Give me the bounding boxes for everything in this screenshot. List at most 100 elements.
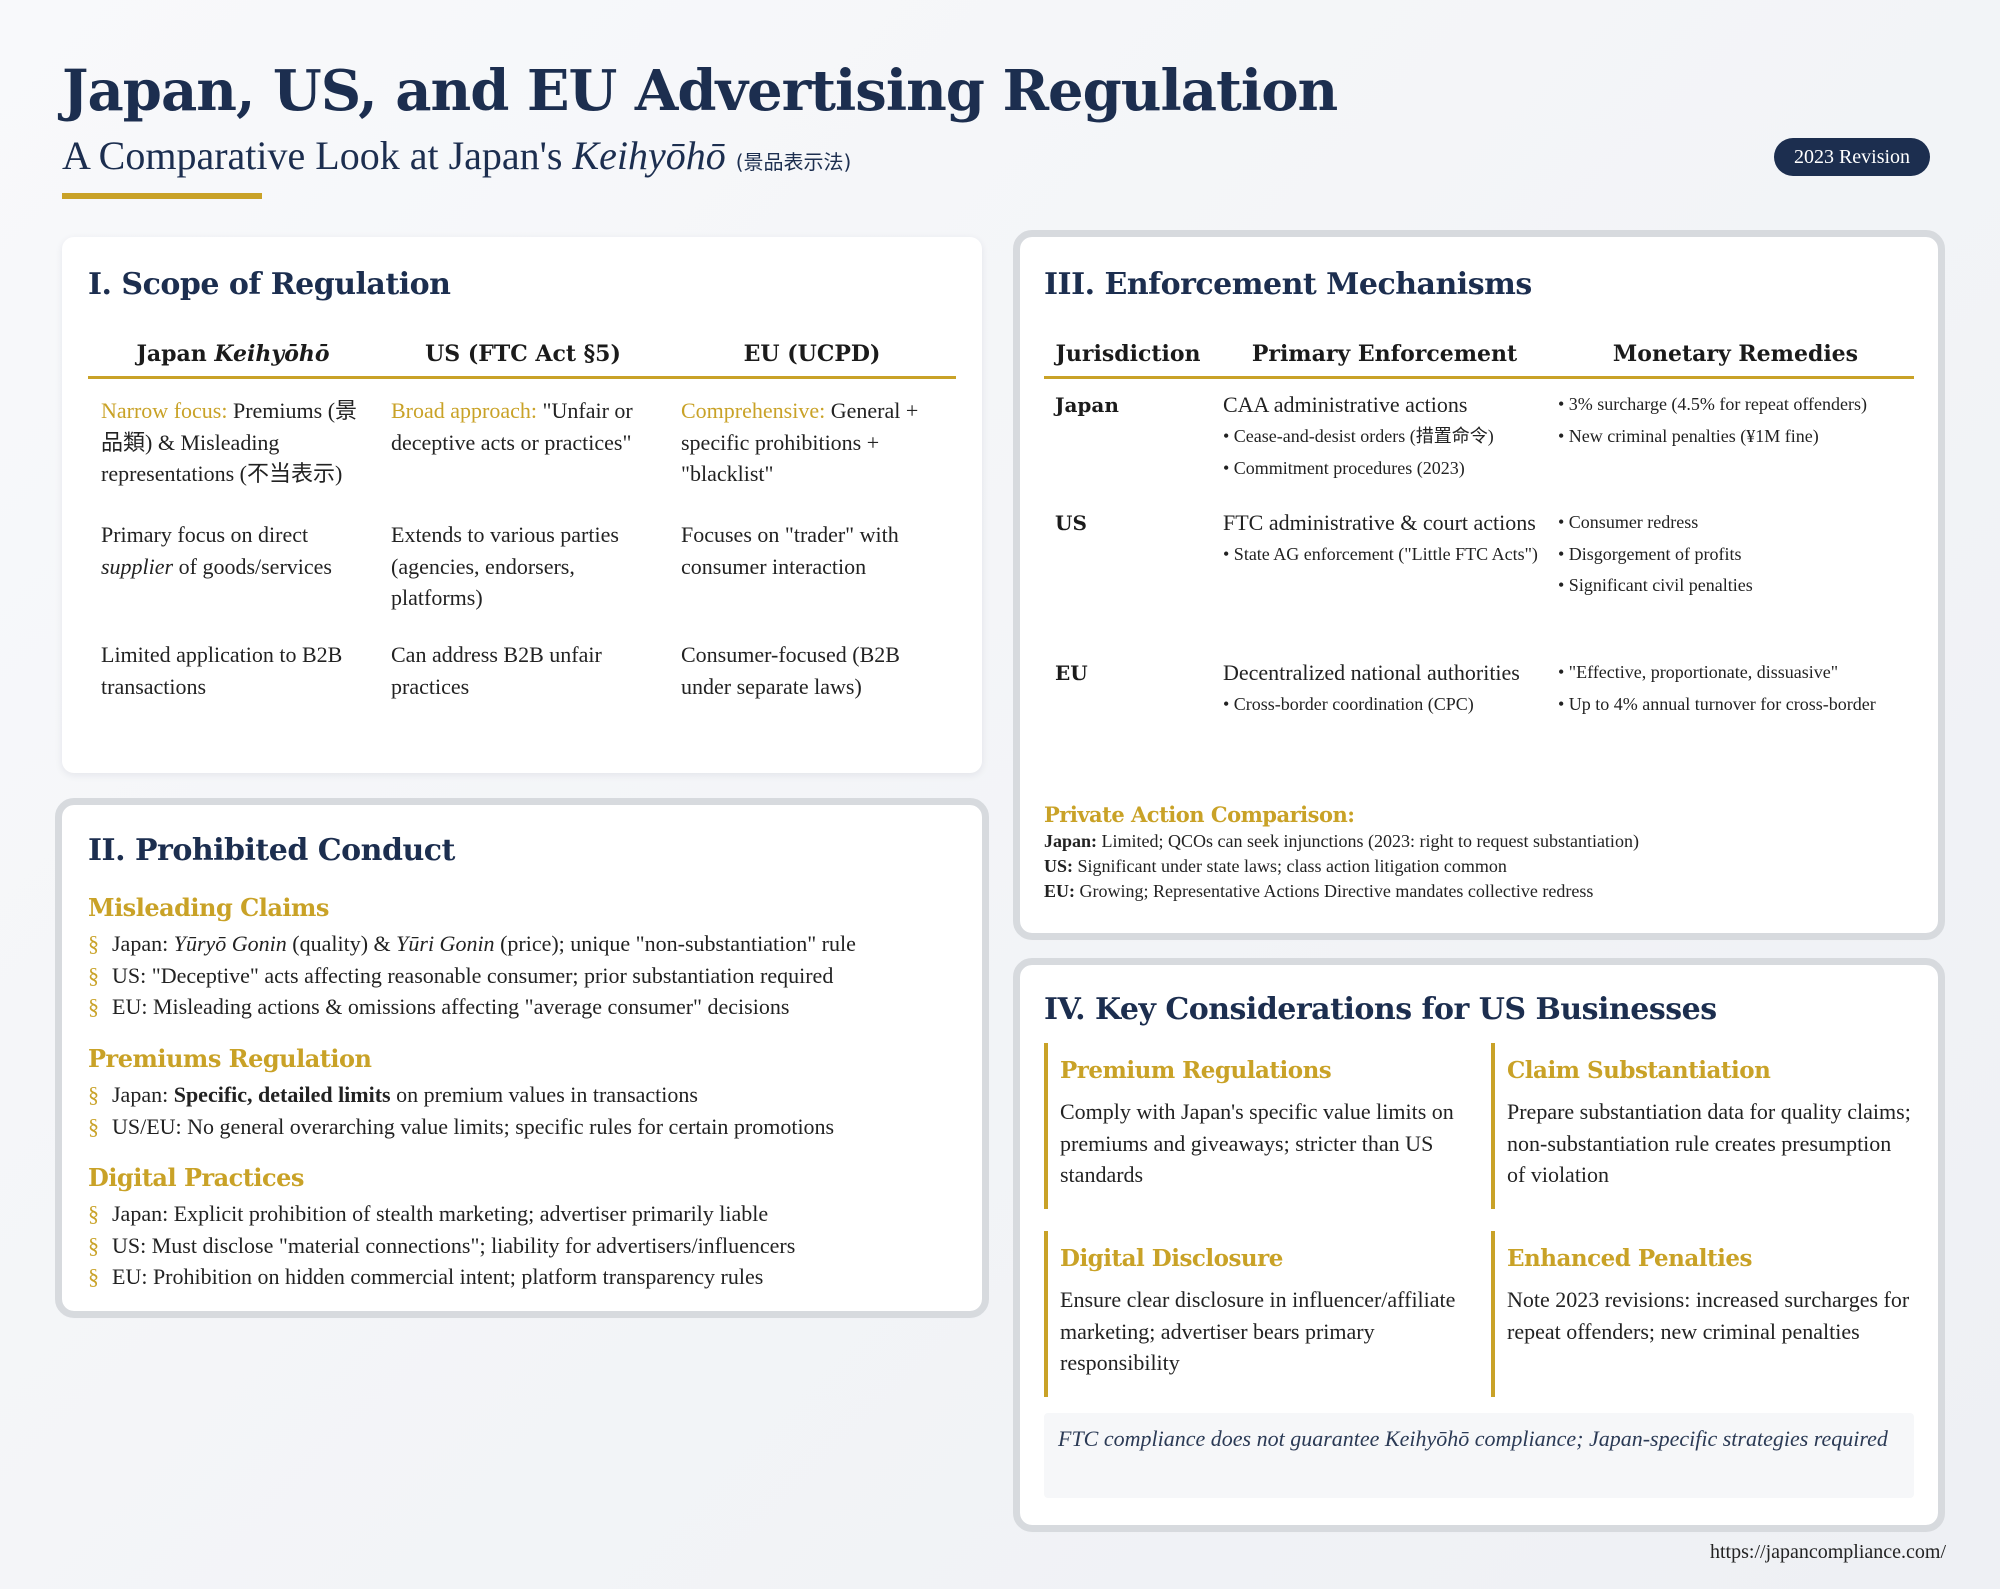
box-text: Prepare substantiation data for quality … — [1507, 1099, 1911, 1187]
misleading-section: Misleading Claims § Japan: Yūryō Gonin (q… — [88, 893, 856, 1023]
cell-lead: Narrow focus: — [101, 398, 228, 423]
monetary-item: • Disgorgement of profits — [1558, 543, 1742, 564]
label: Japan: — [1044, 831, 1098, 851]
primary-cell: FTC administrative & court actions • Sta… — [1212, 507, 1557, 657]
col-japan: Japan Keihyōhō — [88, 329, 378, 379]
table-row: Limited application to B2B transactions … — [88, 639, 956, 739]
cell-text: "Unfair or deceptive acts or practices" — [391, 398, 633, 455]
enforcement-table: Jurisdiction Primary Enforcement Monetar… — [1044, 329, 1914, 797]
col-japan-term: Keihyōhō — [214, 341, 330, 367]
item-text: US/EU: No general overarching value limi… — [112, 1113, 835, 1139]
item-italic: Yūryō Gonin — [173, 931, 287, 956]
private-action-japan: Japan: Limited; QCOs can seek injunction… — [1044, 829, 1639, 854]
revision-badge: 2023 Revision — [1774, 138, 1930, 176]
primary-subitem: • Commitment procedures (2023) — [1223, 457, 1465, 478]
col-jurisdiction: Jurisdiction — [1055, 341, 1201, 367]
section-title: Misleading Claims — [88, 893, 329, 922]
col-primary: Primary Enforcement — [1251, 341, 1518, 367]
primary-text: FTC administrative & court actions — [1223, 510, 1536, 535]
table-row: EU Decentralized national authorities • … — [1044, 657, 1914, 797]
item-text: EU: Misleading actions & omissions affec… — [112, 994, 790, 1019]
page-subtitle: A Comparative Look at Japan's Keihyōhō (… — [62, 132, 851, 179]
section-marker-icon: § — [88, 1082, 99, 1107]
text: Limited; QCOs can seek injunctions (2023… — [1097, 831, 1639, 851]
cell-eu: Consumer-focused (B2B under separate law… — [681, 642, 900, 699]
considerations-heading: IV. Key Considerations for US Businesses — [1044, 992, 1717, 1027]
cell-japan: Primary focus on direct supplier of good… — [88, 519, 378, 639]
cell-italic: supplier — [101, 553, 174, 579]
cell-text: Premiums (景品類) & Misleading representati… — [101, 398, 358, 486]
claim-substantiation-box: Claim Substantiation Prepare substantiat… — [1491, 1043, 1911, 1209]
monetary-item: • New criminal penalties (¥1M fine) — [1558, 425, 1819, 446]
list-item: § Japan: Yūryō Gonin (quality) & Yūri Gon… — [88, 928, 856, 960]
enforcement-table-header: Jurisdiction Primary Enforcement Monetar… — [1044, 329, 1914, 379]
monetary-cell: • Consumer redress • Disgorgement of pro… — [1557, 507, 1914, 657]
col-eu: EU (UCPD) — [743, 341, 881, 367]
monetary-cell: • "Effective, proportionate, dissuasive"… — [1557, 657, 1914, 797]
compliance-note: FTC compliance does not guarantee Keihyō… — [1044, 1413, 1914, 1498]
considerations-card: IV. Key Considerations for US Businesses… — [1013, 958, 1945, 1532]
premium-regulations-box: Premium Regulations Comply with Japan's … — [1044, 1043, 1464, 1209]
box-title: Digital Disclosure — [1060, 1245, 1283, 1272]
monetary-item: • "Effective, proportionate, dissuasive" — [1558, 662, 1839, 682]
primary-subitem: • State AG enforcement ("Little FTC Acts… — [1223, 544, 1538, 564]
table-row: Narrow focus: Premiums (景品類) & Misleadin… — [88, 379, 956, 519]
col-monetary: Monetary Remedies — [1612, 341, 1859, 367]
item-text: US: "Deceptive" acts affecting reasonabl… — [112, 962, 834, 988]
prohibited-heading: II. Prohibited Conduct — [88, 833, 455, 868]
primary-subitem: • Cease-and-desist orders (措置命令) — [1223, 426, 1494, 446]
list-item: § US: "Deceptive" acts affecting reasonab… — [88, 960, 856, 992]
cell-eu: Comprehensive: General + specific prohib… — [668, 395, 956, 519]
section-marker-icon: § — [88, 931, 99, 956]
table-row: Primary focus on direct supplier of good… — [88, 519, 956, 639]
primary-cell: Decentralized national authorities • Cro… — [1212, 657, 1557, 797]
cell-text: General + specific prohibitions + "black… — [681, 398, 919, 486]
list-item: § US: Must disclose "material connections… — [88, 1230, 795, 1262]
private-action-us: US: Significant under state laws; class … — [1044, 854, 1639, 879]
section-marker-icon: § — [88, 994, 99, 1019]
item-text: US: Must disclose "material connections"… — [112, 1232, 796, 1258]
enhanced-penalties-box: Enhanced Penalties Note 2023 revisions: … — [1491, 1231, 1911, 1397]
cell-text: Primary focus on direct — [101, 522, 309, 547]
primary-cell: CAA administrative actions • Cease-and-d… — [1212, 389, 1557, 507]
box-title: Claim Substantiation — [1507, 1057, 1771, 1084]
item-text: Japan: — [112, 931, 174, 956]
label: EU: — [1044, 881, 1075, 901]
enforcement-heading: III. Enforcement Mechanisms — [1044, 267, 1532, 302]
box-text: Ensure clear disclosure in influencer/af… — [1060, 1287, 1456, 1375]
section-title: Digital Practices — [88, 1163, 304, 1192]
item-text: (price); unique "non-substantiation" rul… — [494, 931, 856, 956]
footer-url[interactable]: https://japancompliance.com/ — [1710, 1541, 1947, 1563]
scope-heading: I. Scope of Regulation — [88, 267, 451, 302]
item-text: Japan: Explicit prohibition of stealth m… — [112, 1201, 769, 1226]
monetary-item: • Consumer redress — [1558, 512, 1699, 532]
prohibited-card: II. Prohibited Conduct Misleading Claims… — [55, 798, 989, 1318]
list-item: § Japan: Explicit prohibition of stealth … — [88, 1198, 795, 1230]
cell-eu: Focuses on "trader" with consumer intera… — [681, 522, 899, 579]
cell-us: Can address B2B unfair practices — [391, 642, 602, 699]
cell-us: Extends to various parties (agencies, en… — [391, 522, 619, 610]
jurisdiction-cell: US — [1055, 511, 1087, 535]
col-us: US (FTC Act §5) — [425, 341, 621, 367]
cell-japan: Narrow focus: Premiums (景品類) & Misleadin… — [88, 395, 378, 519]
private-action-comparison: Private Action Comparison: Japan: Limite… — [1044, 802, 1639, 904]
box-text: Comply with Japan's specific value limit… — [1060, 1099, 1454, 1187]
monetary-item: • Significant civil penalties — [1558, 575, 1753, 595]
premiums-section: Premiums Regulation § Japan: Specific, de… — [88, 1044, 834, 1142]
text: Growing; Representative Actions Directiv… — [1075, 881, 1594, 901]
title-underline — [62, 193, 262, 199]
table-row: US FTC administrative & court actions • … — [1044, 507, 1914, 657]
monetary-cell: • 3% surcharge (4.5% for repeat offender… — [1557, 389, 1914, 507]
text: Significant under state laws; class acti… — [1073, 856, 1507, 876]
jurisdiction-cell: Japan — [1055, 393, 1119, 417]
section-title: Premiums Regulation — [88, 1044, 372, 1073]
subtitle-term: Keihyōhō — [572, 133, 726, 178]
monetary-item: • Up to 4% annual turnover for cross-bor… — [1558, 693, 1876, 714]
cell-us: Broad approach: "Unfair or deceptive act… — [378, 395, 668, 519]
section-marker-icon: § — [88, 1113, 99, 1139]
list-item: § EU: Misleading actions & omissions affe… — [88, 991, 856, 1023]
cell-lead: Broad approach: — [391, 398, 537, 423]
list-item: § Japan: Specific, detailed limits on pre… — [88, 1079, 834, 1111]
section-marker-icon: § — [88, 1264, 99, 1289]
box-title: Enhanced Penalties — [1507, 1245, 1752, 1272]
